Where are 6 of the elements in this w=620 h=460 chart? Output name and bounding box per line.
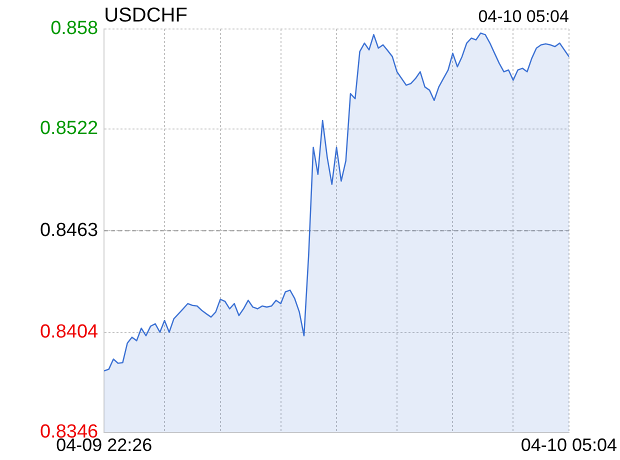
y-tick-label: 0.8522 xyxy=(40,118,98,140)
y-tick-label: 0.8404 xyxy=(40,322,99,343)
y-tick-label: 0.8463 xyxy=(40,220,98,241)
y-tick-label: 0.858 xyxy=(50,18,98,40)
text: 04-10 05:04 xyxy=(478,7,569,26)
chart-title: USDCHF xyxy=(104,4,188,27)
